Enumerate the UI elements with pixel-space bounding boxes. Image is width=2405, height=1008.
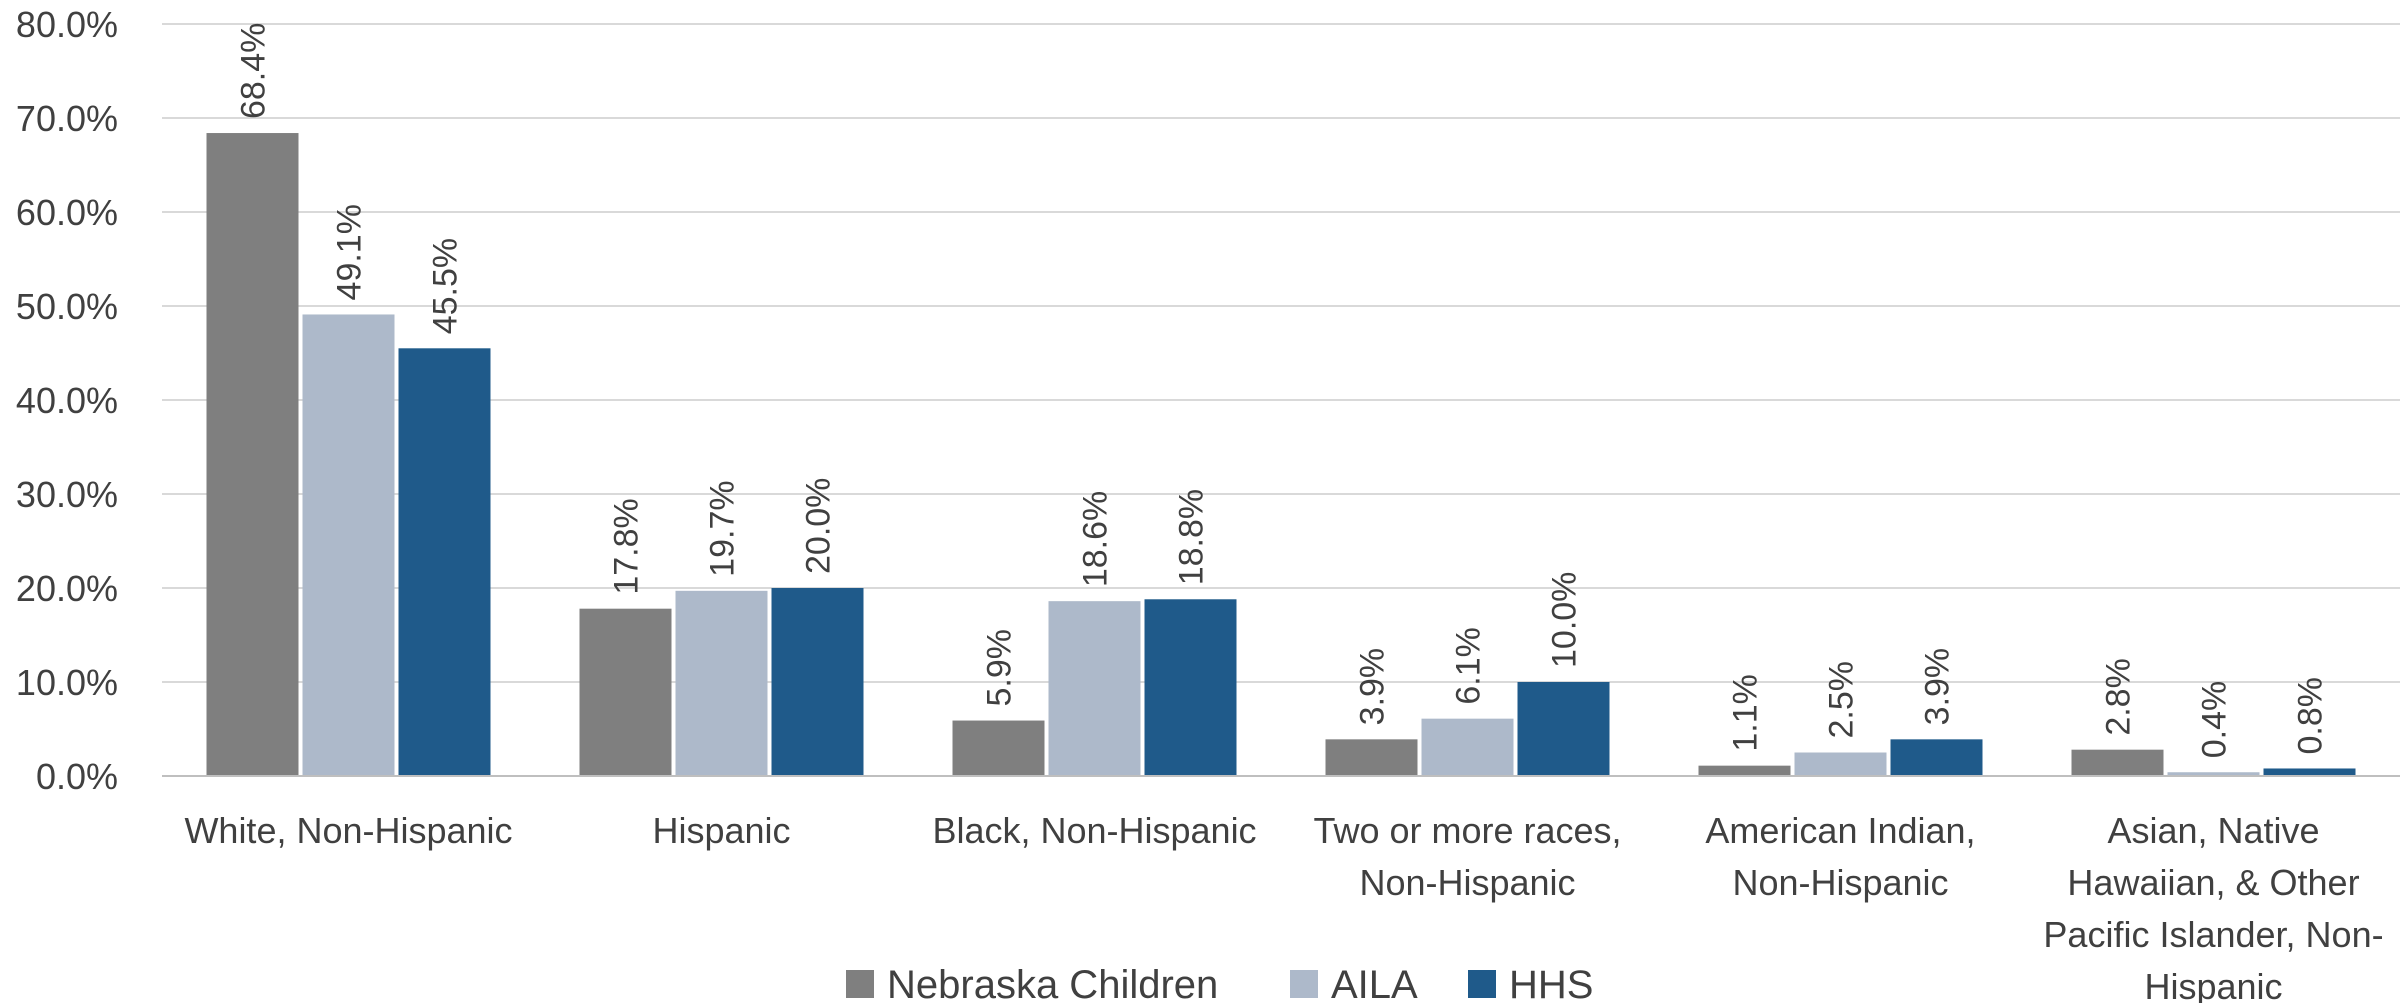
- data-label: 45.5%: [427, 238, 465, 334]
- legend-label: Nebraska Children: [887, 963, 1218, 1003]
- bar: [1794, 752, 1887, 776]
- legend-label: HHS: [1509, 963, 1593, 1003]
- category-label: White, Non-Hispanic: [184, 810, 512, 851]
- y-tick-label: 40.0%: [16, 380, 118, 421]
- y-tick-label: 30.0%: [16, 474, 118, 515]
- data-label: 3.9%: [1354, 648, 1392, 726]
- y-tick-label: 70.0%: [16, 98, 118, 139]
- data-label: 1.1%: [1727, 674, 1765, 752]
- legend-item: AILA: [1290, 963, 1418, 1007]
- y-tick-label: 10.0%: [16, 662, 118, 703]
- legend-item: Nebraska Children: [846, 963, 1218, 1007]
- bar: [1144, 599, 1237, 776]
- data-label: 17.8%: [608, 498, 646, 594]
- data-labels: 68.4% 49.1% 45.5% 17.8% 19.7% 20.0% 5.9% 18.6% 1…: [235, 23, 2330, 759]
- data-label: 68.4%: [235, 23, 273, 119]
- bar: [2263, 768, 2356, 776]
- bar: [1325, 739, 1418, 776]
- bar: [1048, 601, 1141, 776]
- bars: [206, 133, 2356, 777]
- data-label: 3.9%: [1919, 648, 1957, 726]
- category-label: Hispanic: [652, 810, 790, 851]
- legend-swatch: [846, 970, 874, 998]
- data-label: 0.8%: [2292, 677, 2330, 755]
- y-tick-label: 50.0%: [16, 286, 118, 327]
- bar: [1890, 739, 1983, 776]
- bar: [2167, 772, 2260, 776]
- data-label: 5.9%: [981, 629, 1019, 707]
- data-label: 49.1%: [331, 204, 369, 300]
- data-label: 18.8%: [1173, 489, 1211, 585]
- data-label: 2.8%: [2100, 658, 2138, 736]
- legend-swatch: [1468, 970, 1496, 998]
- legend-swatch: [1290, 970, 1318, 998]
- legend: Nebraska Children AILA HHS: [846, 963, 1593, 1007]
- bar: [2071, 749, 2164, 776]
- category-labels: White, Non-Hispanic Hispanic Black, Non-Hi…: [184, 810, 2383, 1007]
- data-label: 2.5%: [1823, 661, 1861, 739]
- y-tick-label: 20.0%: [16, 568, 118, 609]
- data-label: 19.7%: [704, 480, 742, 576]
- bar: [1517, 682, 1610, 776]
- bar: [1421, 718, 1514, 776]
- bar: [952, 720, 1045, 776]
- legend-item: HHS: [1468, 963, 1593, 1007]
- bar: [771, 588, 864, 776]
- data-label: 10.0%: [1546, 572, 1584, 668]
- data-label: 18.6%: [1077, 491, 1115, 587]
- data-label: 0.4%: [2196, 681, 2234, 759]
- category-label: Black, Non-Hispanic: [932, 810, 1256, 851]
- bar: [675, 590, 768, 776]
- bar: [579, 608, 672, 776]
- category-label: Asian, Native Hawaiian, & Other Pacific Is…: [2043, 810, 2383, 1003]
- y-tick-label: 60.0%: [16, 192, 118, 233]
- bar: [206, 133, 299, 777]
- legend-label: AILA: [1331, 963, 1418, 1003]
- category-label: Two or more races, Non-Hispanic: [1313, 810, 1621, 903]
- bar: [302, 314, 395, 776]
- y-tick-label: 80.0%: [16, 4, 118, 45]
- y-axis-tick-labels: 0.0% 10.0% 20.0% 30.0% 40.0% 50.0% 60.0% 70.0% 8…: [16, 4, 118, 797]
- gridlines: [162, 23, 2400, 683]
- data-label: 20.0%: [800, 478, 838, 574]
- data-label: 6.1%: [1450, 627, 1488, 705]
- bar: [398, 348, 491, 776]
- category-label: American Indian, Non-Hispanic: [1705, 810, 1975, 903]
- bar: [1698, 765, 1791, 776]
- y-tick-label: 0.0%: [36, 756, 118, 797]
